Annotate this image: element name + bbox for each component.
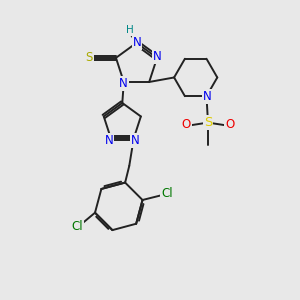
Text: O: O: [225, 118, 235, 131]
Text: N: N: [131, 134, 140, 147]
Text: H: H: [126, 25, 134, 35]
Text: N: N: [153, 50, 162, 63]
Text: O: O: [182, 118, 191, 131]
Text: S: S: [85, 51, 93, 64]
Text: S: S: [204, 116, 212, 129]
Text: Cl: Cl: [71, 220, 83, 233]
Text: N: N: [203, 90, 212, 103]
Text: N: N: [119, 77, 128, 90]
Text: N: N: [105, 134, 113, 147]
Text: N: N: [133, 36, 142, 49]
Text: Cl: Cl: [161, 188, 173, 200]
